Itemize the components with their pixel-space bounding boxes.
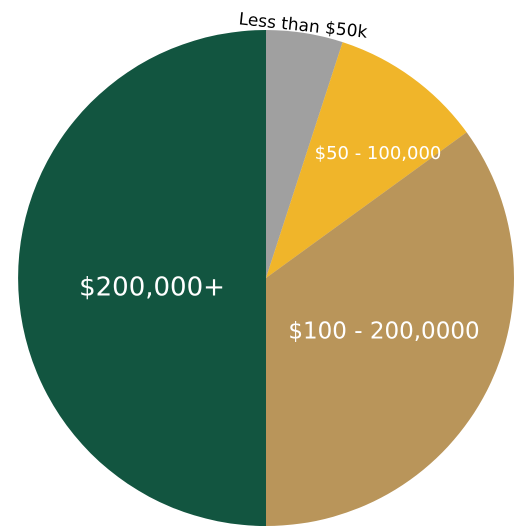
pie-slice-2	[266, 42, 467, 278]
pie-slice-4	[18, 30, 266, 526]
pie-slice-3	[266, 132, 515, 527]
pie-slice-1	[266, 30, 343, 278]
pie-slice-label-2: $50 - 100,000	[315, 143, 442, 164]
pie-slice-label-4: $200,000+	[79, 273, 225, 303]
pie-slice-label-3: $100 - 200,0000	[288, 319, 479, 345]
